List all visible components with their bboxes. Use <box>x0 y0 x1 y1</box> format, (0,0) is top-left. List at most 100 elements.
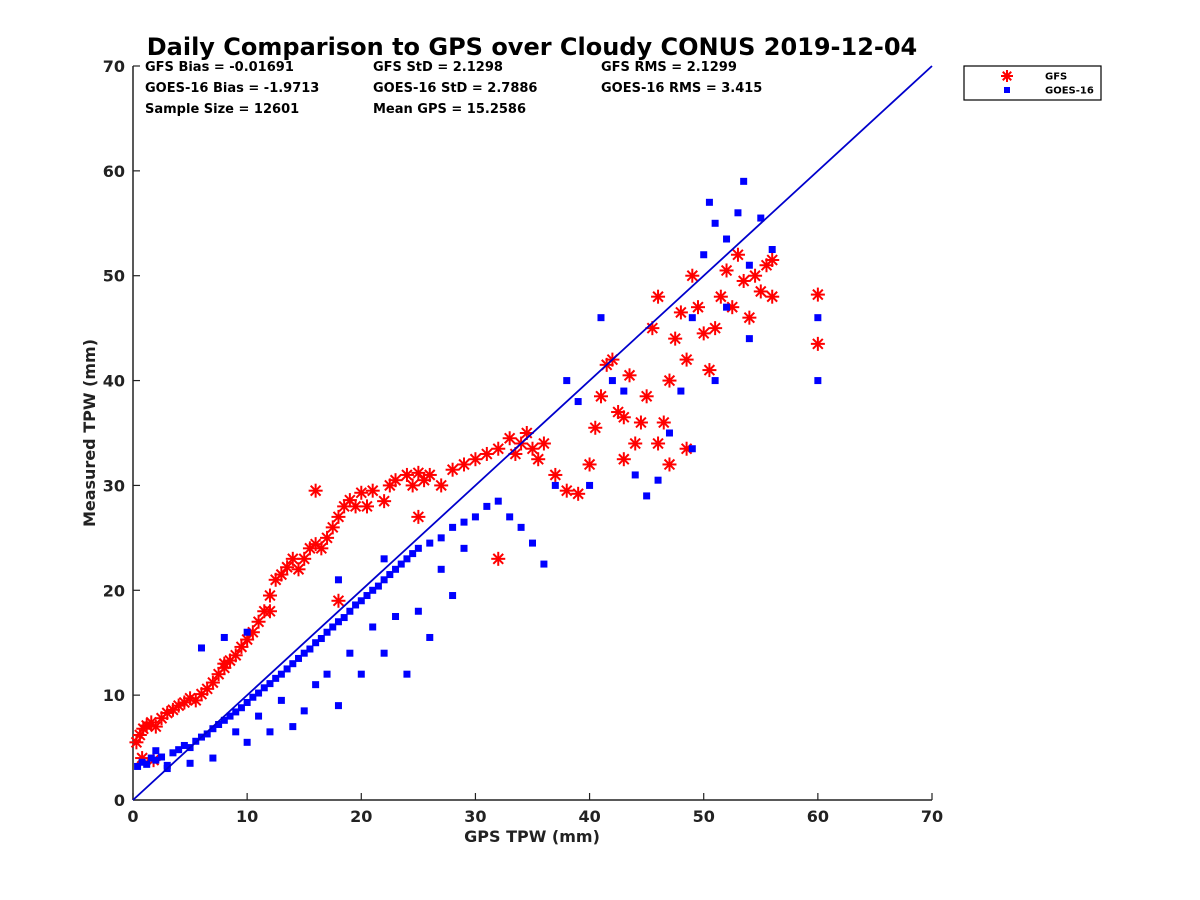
gfs-point <box>713 289 728 304</box>
gfs-point <box>679 352 694 367</box>
gfs-point <box>616 410 631 425</box>
gfs-point <box>457 457 472 472</box>
y-axis-label: Measured TPW (mm) <box>80 339 99 527</box>
goes16-point <box>175 746 183 754</box>
goes16-point <box>312 639 320 647</box>
x-tick-label: 70 <box>921 807 943 826</box>
gfs-point <box>411 465 426 480</box>
goes16-point <box>688 445 696 453</box>
gfs-point <box>691 300 706 315</box>
goes16-point <box>711 219 719 227</box>
goes16-point <box>323 670 331 678</box>
goes16-point <box>277 670 285 678</box>
y-tick-label: 60 <box>103 162 125 181</box>
goes16-point <box>255 712 263 720</box>
goes16-point <box>306 645 314 653</box>
goes16-point <box>471 513 479 521</box>
goes16-point <box>711 377 719 385</box>
goes16-point <box>147 754 155 762</box>
gfs-point <box>765 252 780 267</box>
goes16-point <box>643 492 651 500</box>
goes16-point <box>494 497 502 505</box>
goes16-point <box>220 716 228 724</box>
stat-text: GFS StD = 2.1298 <box>373 60 503 75</box>
x-tick-label: 30 <box>464 807 486 826</box>
goes16-point <box>380 555 388 563</box>
goes16-point <box>586 481 594 489</box>
goes16-point <box>357 597 365 605</box>
gfs-point <box>531 452 546 467</box>
goes16-point <box>158 753 166 761</box>
gfs-point <box>525 441 540 456</box>
goes16-point <box>300 707 308 715</box>
stat-text: GOES-16 StD = 2.7886 <box>373 81 537 96</box>
gfs-point <box>262 604 277 619</box>
goes16-point <box>631 471 639 479</box>
goes16-point <box>363 592 371 600</box>
gfs-point <box>559 483 574 498</box>
gfs-point <box>291 562 306 577</box>
reference-line-group <box>132 65 933 801</box>
x-tick-label: 10 <box>236 807 258 826</box>
gfs-point <box>656 415 671 430</box>
x-tick-label: 0 <box>127 807 138 826</box>
goes16-point <box>197 644 205 652</box>
goes16-point <box>608 377 616 385</box>
x-axis-label: GPS TPW (mm) <box>464 827 600 846</box>
x-tick-label: 20 <box>350 807 372 826</box>
gfs-point <box>434 478 449 493</box>
goes16-point <box>574 398 582 406</box>
gfs-point <box>753 284 768 299</box>
legend-label: GOES-16 <box>1045 86 1094 97</box>
goes16-point <box>740 177 748 185</box>
goes16-point <box>723 303 731 311</box>
gfs-point <box>730 247 745 262</box>
goes16-point <box>460 544 468 552</box>
goes16-point <box>180 741 188 749</box>
goes16-point <box>449 523 457 531</box>
stat-text: GFS RMS = 2.1299 <box>601 60 737 75</box>
stats-block: GFS Bias = -0.01691 GFS StD = 2.1298 GFS R… <box>145 60 762 117</box>
goes16-point <box>369 623 377 631</box>
goes16-point <box>289 723 297 731</box>
y-tick-label: 50 <box>103 267 125 286</box>
legend-goes16-marker <box>1004 87 1010 93</box>
goes16-point <box>255 689 263 697</box>
gfs-point <box>685 268 700 283</box>
gfs-point <box>616 452 631 467</box>
gfs-point <box>748 268 763 283</box>
goes16-point <box>277 696 285 704</box>
gfs-point <box>228 648 243 663</box>
goes16-point <box>380 649 388 657</box>
goes16-point <box>152 747 160 755</box>
gfs-point <box>148 719 163 734</box>
legend-label: GFS <box>1045 72 1067 83</box>
goes16-point <box>414 544 422 552</box>
goes16-point <box>677 387 685 395</box>
gfs-point <box>354 485 369 500</box>
goes16-point <box>745 335 753 343</box>
gfs-point <box>639 389 654 404</box>
gfs-point <box>280 560 295 575</box>
goes16-point <box>426 633 434 641</box>
goes16-point <box>295 654 303 662</box>
goes16-point <box>386 571 394 579</box>
goes16-point <box>334 618 342 626</box>
goes16-point <box>232 728 240 736</box>
gfs-point <box>651 289 666 304</box>
y-tick-label: 20 <box>103 581 125 600</box>
goes16-point <box>357 670 365 678</box>
legend-box <box>963 65 1102 101</box>
stat-text: GOES-16 Bias = -1.9713 <box>145 81 319 96</box>
goes16-point <box>551 481 559 489</box>
goes16-point <box>620 387 628 395</box>
gfs-point <box>251 614 266 629</box>
gfs-point <box>536 436 551 451</box>
gfs-point <box>331 593 346 608</box>
gfs-point <box>702 363 717 378</box>
goes16-point <box>346 649 354 657</box>
gfs-point <box>388 473 403 488</box>
gfs-point <box>262 588 277 603</box>
stat-text: Mean GPS = 15.2586 <box>373 102 526 117</box>
y-tick-label: 30 <box>103 476 125 495</box>
